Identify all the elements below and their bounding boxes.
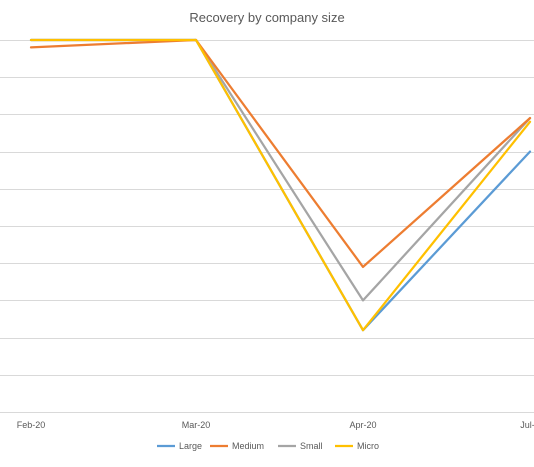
series-line-micro — [29, 38, 532, 332]
x-tick-labels: Feb-20 Mar-20 Apr-20 Jul-2 — [17, 420, 534, 430]
x-tick-label: Feb-20 — [17, 420, 46, 430]
legend-item-micro: Micro — [335, 441, 379, 451]
legend-label: Large — [179, 441, 202, 451]
series-line-small — [29, 38, 532, 302]
x-tick-label: Apr-20 — [349, 420, 376, 430]
chart-title: Recovery by company size — [189, 10, 344, 25]
legend-label: Small — [300, 441, 323, 451]
legend-item-large: Large — [157, 441, 202, 451]
gridlines — [0, 40, 534, 413]
series-lines — [29, 38, 532, 332]
x-tick-label: Mar-20 — [182, 420, 211, 430]
legend-item-medium: Medium — [210, 441, 264, 451]
legend: Large Medium Small Micro — [157, 441, 379, 451]
legend-item-small: Small — [278, 441, 323, 451]
legend-label: Micro — [357, 441, 379, 451]
x-tick-label: Jul-2 — [520, 420, 534, 430]
series-line-medium — [29, 38, 532, 269]
legend-label: Medium — [232, 441, 264, 451]
